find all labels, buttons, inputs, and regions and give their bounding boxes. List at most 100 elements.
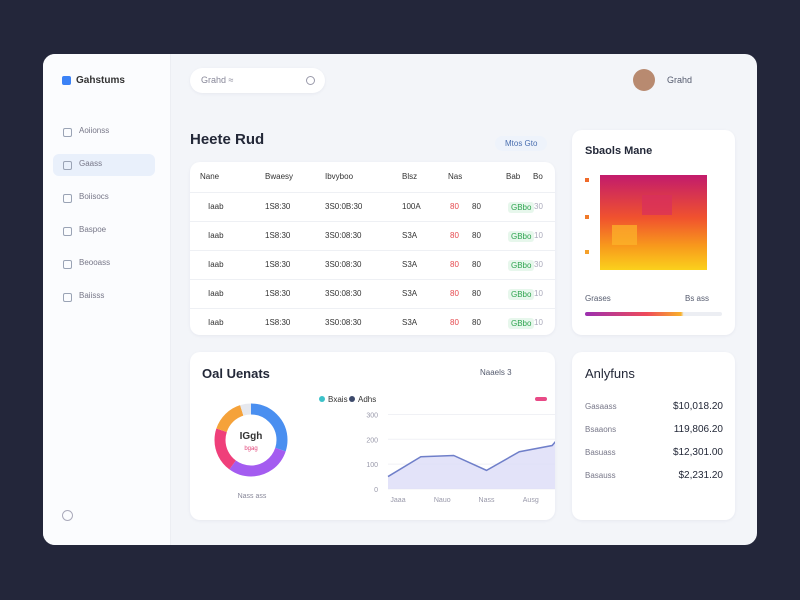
table-cell: 80 [472, 231, 481, 240]
y-tick-label: 0 [374, 487, 378, 494]
row-divider [190, 279, 555, 280]
table-cell: GBbo [508, 318, 535, 329]
table-cell: 80 [472, 318, 481, 327]
nav-item[interactable]: Gaass [53, 154, 155, 176]
metric-label: Bsaaons [585, 425, 617, 434]
donut-segment [214, 403, 288, 477]
axis-dot [585, 215, 589, 219]
nav-label: Baspoe [79, 225, 107, 234]
legend-label: Adhs [358, 395, 376, 404]
donut-segment [214, 403, 288, 477]
table-cell: 10 [534, 318, 543, 327]
column-header: Bwaesy [265, 172, 294, 181]
table-cell: 3S0:08:30 [325, 318, 362, 327]
table-cell: 30 [534, 202, 543, 211]
row-divider [190, 308, 555, 309]
heatmap [585, 175, 707, 270]
table-cell: 80 [472, 289, 481, 298]
metric-value: $12,301.00 [672, 447, 723, 458]
legend-right: Bs ass [685, 294, 710, 303]
metric-label: Basuass [585, 448, 616, 457]
metric-value: $10,018.20 [672, 401, 723, 412]
overview-panel: Oal Uenats Naaels 3 IGgh bgag Nass ass Bxai… [190, 352, 555, 520]
nav-item[interactable]: Baspoe [53, 220, 155, 242]
legend-dot [349, 396, 355, 402]
table-cell: Iaab [208, 318, 224, 327]
nav-icon [63, 227, 72, 236]
row-divider [190, 192, 555, 193]
table-cell: 10 [534, 231, 543, 240]
metric-value: 119,806.20 [673, 424, 723, 435]
table-cell: 80 [450, 289, 459, 298]
table-cell: 80 [472, 260, 481, 269]
axis-dot [585, 178, 589, 182]
metric-label: Gasaass [585, 402, 617, 411]
axis-dot [585, 250, 589, 254]
nav-label: Boiisocs [79, 192, 109, 201]
table-cell: 10 [534, 289, 543, 298]
table-cell: 1S8:30 [265, 289, 291, 298]
brand: Gahstums [76, 75, 125, 86]
table-cell: 80 [450, 231, 459, 240]
nav-icon [63, 260, 72, 269]
table-cell: S3A [402, 289, 418, 298]
nav-icon [63, 293, 72, 302]
nav-label: Gaass [79, 159, 103, 168]
table-cell: GBbo [508, 202, 535, 213]
overview-title: Oal Uenats [202, 366, 270, 381]
nav-item[interactable]: Beooass [53, 253, 155, 275]
table-cell: S3A [402, 260, 418, 269]
table-cell: 80 [450, 260, 459, 269]
y-tick-label: 100 [366, 462, 378, 469]
metric-label: Basauss [585, 471, 616, 480]
legend-swatch [535, 397, 547, 401]
legend-label: Bxais [328, 395, 348, 404]
analytics-title: Anlyfuns [585, 366, 635, 381]
table-cell: Iaab [208, 202, 224, 211]
row-divider [190, 221, 555, 222]
table-cell: GBbo [508, 231, 535, 242]
nav-icon [63, 161, 72, 170]
nav-item[interactable]: Boiisocs [53, 187, 155, 209]
data-table: Nane Bwaesy Ibvyboo Blsz Nas Bab Bo Iaab 1S8:30 3… [190, 162, 555, 335]
nav-item[interactable]: Aoiionss [53, 121, 155, 143]
table-cell: GBbo [508, 289, 535, 300]
donut-legend: Nass ass [238, 493, 267, 500]
table-cell: S3A [402, 231, 418, 240]
x-tick-label: Jaaa [390, 497, 405, 504]
settings-icon[interactable] [62, 510, 73, 521]
table-cell: 3S0:08:30 [325, 289, 362, 298]
nav-label: Aoiionss [79, 126, 110, 135]
column-header: Nane [200, 172, 220, 181]
search-icon [306, 76, 315, 85]
app-window: Gahstums Aoiionss Gaass Boiisocs Baspoe Beoo… [43, 54, 757, 545]
heatmap-panel: Sbaols Mane Grases Bs ass [572, 130, 735, 335]
x-tick-label: Ausg [523, 497, 539, 504]
overview-charts: IGgh bgag Nass ass Bxais Adhs 0 100 200 300 Jaaa N… [214, 395, 555, 504]
avatar[interactable] [633, 69, 655, 91]
table-title: Heete Rud [190, 131, 265, 148]
table-cell: 1S8:30 [265, 318, 291, 327]
search-box[interactable]: Grahd ≈ [190, 68, 325, 93]
table-cell: 3S0:08:30 [325, 260, 362, 269]
table-cell: 1S8:30 [265, 231, 291, 240]
donut-sub: bgag [244, 446, 257, 452]
table-cell: 1S8:30 [265, 202, 291, 211]
table-cell: Iaab [208, 260, 224, 269]
column-header: Nas [448, 172, 463, 181]
overview-filter[interactable]: Naaels 3 [480, 368, 512, 377]
x-tick-label: Nauo [434, 497, 451, 504]
legend-left: Grases [585, 294, 611, 303]
heatmap-cell [612, 225, 637, 245]
donut-segment [214, 403, 288, 477]
line-area [388, 442, 555, 489]
table-cell: GBbo [508, 260, 535, 271]
column-header: Blsz [402, 172, 418, 181]
table-button[interactable]: Mtos Gto [495, 136, 548, 151]
table-cell: 3S0:08:30 [325, 231, 362, 240]
logo-icon [62, 76, 71, 85]
table-cell: 3S0:0B:30 [325, 202, 363, 211]
table-cell: Iaab [208, 289, 224, 298]
heatmap-title: Sbaols Mane [585, 145, 653, 157]
nav-item[interactable]: Baiisss [53, 286, 155, 308]
